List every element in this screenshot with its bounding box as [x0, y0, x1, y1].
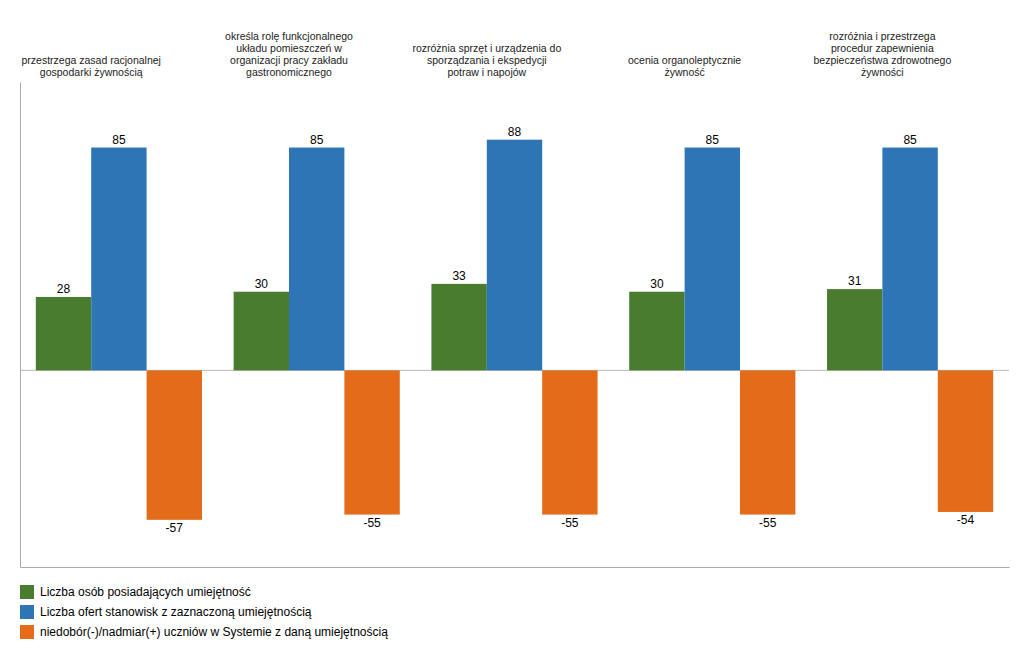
legend-item: Liczba osób posiadających umiejętność — [20, 585, 251, 599]
data-label: -55 — [363, 516, 381, 530]
data-label: -57 — [166, 521, 184, 535]
plot: 28 30 33 30 31 85 85 88 85 85 -57 -55 -55 -55 -54 przes… — [20, 30, 1010, 568]
legend-label: Liczba osób posiadających umiejętność — [40, 585, 251, 599]
category-label: ocenia organoleptycznieżywność — [628, 54, 741, 78]
chart: 28 30 33 30 31 85 85 88 85 85 -57 -55 -55 -55 -54 przes… — [0, 0, 1029, 655]
data-label: 30 — [255, 277, 269, 291]
category-labels: przestrzega zasad racjonalnejgospodarki … — [21, 30, 951, 78]
data-label: 30 — [650, 277, 664, 291]
legend-item: niedobór(-)/nadmiar(+) uczniów w Systemi… — [20, 625, 388, 639]
bar — [740, 370, 795, 514]
data-label: -55 — [759, 516, 777, 530]
legend: Liczba osób posiadających umiejętność Lic… — [20, 585, 388, 639]
bar — [827, 289, 882, 370]
bar — [542, 370, 597, 514]
data-label: 28 — [57, 282, 71, 296]
category-label: rozróżnia sprzęt i urządzenia dosporządz… — [412, 42, 561, 78]
y-axis-line — [20, 83, 21, 568]
bar — [36, 297, 91, 370]
bar — [685, 148, 740, 371]
data-label: 33 — [452, 269, 466, 283]
bar — [487, 140, 542, 371]
bar — [344, 370, 399, 514]
bar — [147, 370, 202, 519]
category-label: określa rolę funkcjonalnegoukładu pomies… — [225, 30, 353, 78]
legend-item: Liczba ofert stanowisk z zaznaczoną umie… — [20, 605, 312, 619]
x-axis-line — [21, 567, 1010, 568]
legend-label: Liczba ofert stanowisk z zaznaczoną umie… — [40, 605, 312, 619]
bars — [20, 140, 1009, 520]
data-label: 88 — [508, 125, 522, 139]
data-label: -55 — [561, 516, 579, 530]
y-axis — [20, 83, 21, 568]
category-label: rozróżnia i przestrzegaprocedur zapewnie… — [814, 30, 952, 78]
data-label: 31 — [848, 274, 862, 288]
data-labels: 28 30 33 30 31 85 85 88 85 85 -57 -55 -55 -55 -54 — [57, 125, 975, 536]
data-label: 85 — [112, 133, 126, 147]
bar — [431, 284, 486, 371]
bar — [289, 148, 344, 371]
bar — [91, 148, 146, 371]
bar — [629, 292, 684, 371]
x-axis — [21, 567, 1010, 568]
legend-swatch — [20, 625, 34, 639]
legend-swatch — [20, 585, 34, 599]
data-label: 85 — [903, 133, 917, 147]
bar — [882, 148, 937, 371]
bar — [938, 370, 993, 512]
data-label: 85 — [310, 133, 324, 147]
legend-swatch — [20, 605, 34, 619]
data-label: -54 — [957, 513, 975, 527]
data-label: 85 — [706, 133, 720, 147]
bar — [234, 292, 289, 371]
legend-label: niedobór(-)/nadmiar(+) uczniów w Systemi… — [40, 625, 388, 639]
category-label: przestrzega zasad racjonalnejgospodarki … — [21, 54, 161, 78]
